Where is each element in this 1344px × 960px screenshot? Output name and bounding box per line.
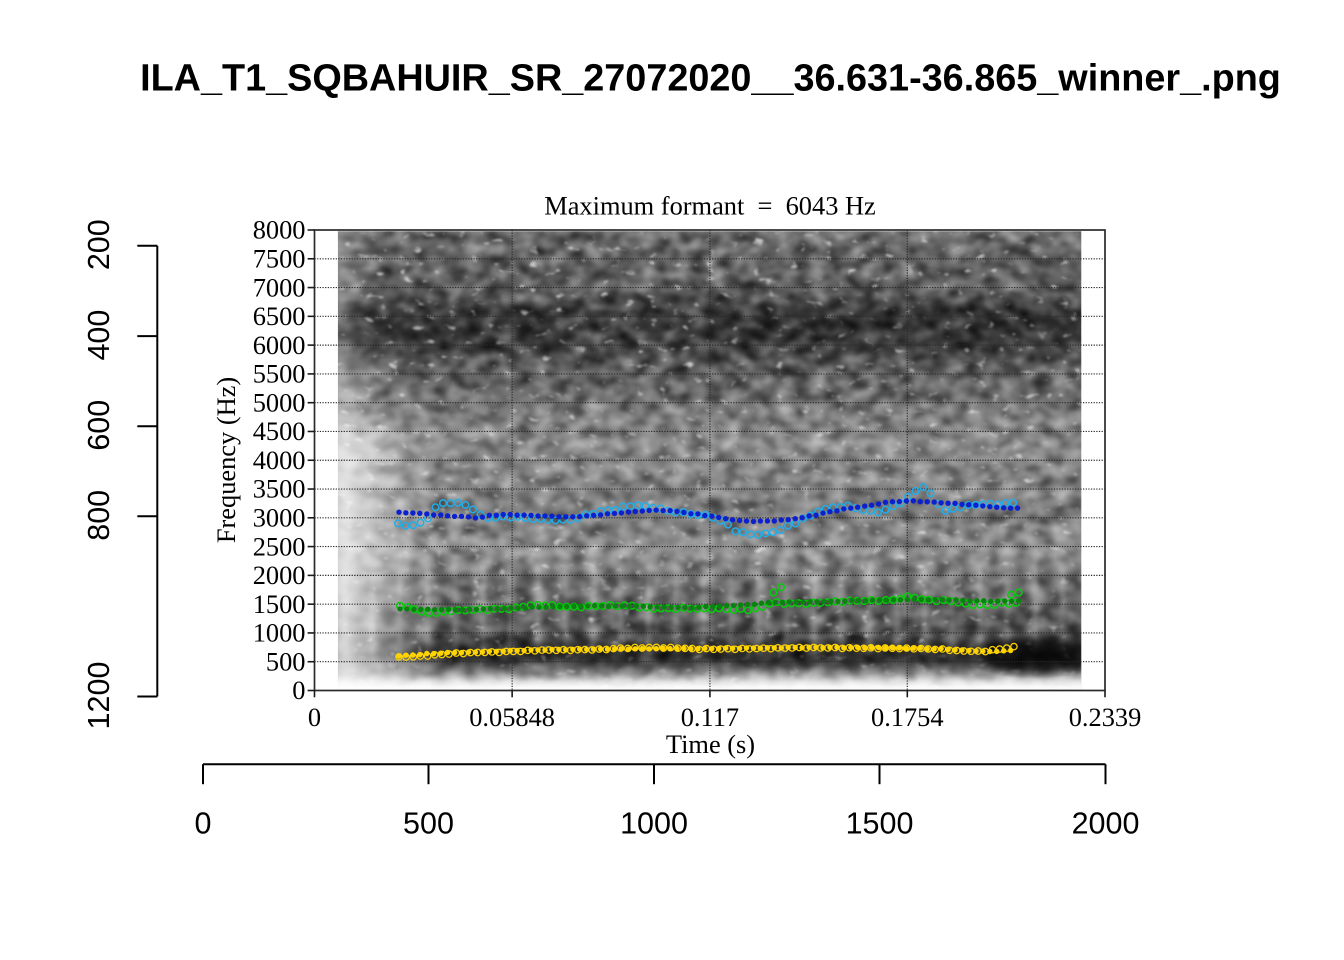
svg-text:3000: 3000 bbox=[253, 503, 306, 533]
svg-text:4500: 4500 bbox=[253, 416, 306, 446]
svg-text:0: 0 bbox=[292, 675, 305, 705]
svg-text:7500: 7500 bbox=[253, 244, 306, 274]
svg-text:3500: 3500 bbox=[253, 474, 306, 504]
svg-text:400: 400 bbox=[82, 310, 116, 361]
svg-text:5500: 5500 bbox=[253, 359, 306, 389]
svg-text:6000: 6000 bbox=[253, 330, 306, 360]
svg-text:7000: 7000 bbox=[253, 272, 306, 302]
svg-text:1500: 1500 bbox=[253, 589, 306, 619]
svg-text:0.117: 0.117 bbox=[681, 702, 739, 732]
svg-text:500: 500 bbox=[403, 807, 454, 841]
svg-text:0: 0 bbox=[308, 702, 321, 732]
svg-text:1000: 1000 bbox=[253, 618, 306, 648]
svg-text:5000: 5000 bbox=[253, 387, 306, 417]
svg-text:Time (s): Time (s) bbox=[666, 729, 755, 759]
svg-text:1500: 1500 bbox=[846, 807, 914, 841]
svg-text:Frequency (Hz): Frequency (Hz) bbox=[211, 377, 241, 543]
svg-text:6500: 6500 bbox=[253, 301, 306, 331]
svg-text:2000: 2000 bbox=[1072, 807, 1140, 841]
svg-text:8000: 8000 bbox=[253, 215, 306, 245]
svg-text:0.05848: 0.05848 bbox=[469, 702, 555, 732]
svg-text:500: 500 bbox=[266, 646, 306, 676]
svg-text:Maximum formant = 6043 Hz: Maximum formant = 6043 Hz bbox=[544, 191, 876, 221]
svg-text:200: 200 bbox=[82, 219, 116, 270]
svg-text:800: 800 bbox=[82, 490, 116, 541]
svg-text:ILA_T1_SQBAHUIR_SR_27072020__3: ILA_T1_SQBAHUIR_SR_27072020__36.631-36.8… bbox=[140, 58, 1281, 100]
svg-text:2500: 2500 bbox=[253, 531, 306, 561]
svg-text:600: 600 bbox=[82, 400, 116, 451]
svg-text:0.2339: 0.2339 bbox=[1069, 702, 1142, 732]
svg-text:0: 0 bbox=[195, 807, 212, 841]
svg-text:2000: 2000 bbox=[253, 560, 306, 590]
svg-text:4000: 4000 bbox=[253, 445, 306, 475]
svg-text:1200: 1200 bbox=[82, 662, 116, 730]
svg-text:1000: 1000 bbox=[620, 807, 688, 841]
svg-text:0.1754: 0.1754 bbox=[871, 702, 944, 732]
